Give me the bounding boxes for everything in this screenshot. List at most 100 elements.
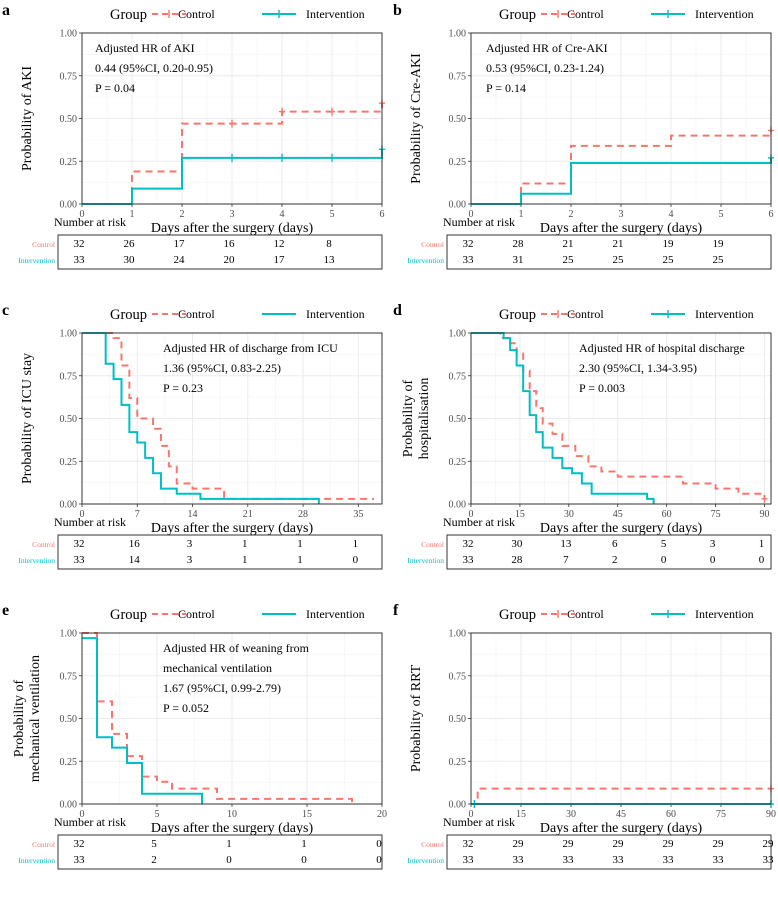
risk-value-control: 1: [759, 538, 765, 550]
x-tick-label: 3: [230, 209, 235, 220]
risk-value-control: 32: [463, 538, 474, 550]
x-tick-label: 45: [613, 509, 623, 520]
grid-b: [470, 32, 772, 205]
x-axis-label: Days after the surgery (days): [151, 821, 314, 836]
plot-border-f: [470, 632, 772, 805]
y-axis-label: Probability of AKI: [20, 66, 35, 171]
risk-row-label-intervention: Intervention: [18, 556, 55, 565]
x-axis-label: Days after the surgery (days): [540, 521, 703, 536]
legend-label-intervention: Intervention: [695, 607, 754, 621]
risk-table-title: Number at risk: [443, 515, 515, 529]
annotation-line: Adjusted HR of hospital discharge: [579, 341, 745, 355]
x-tick-label: 6: [380, 209, 385, 220]
risk-value-control: 1: [242, 538, 248, 550]
y-axis-label-f: Probability of RRT: [409, 664, 424, 772]
y-tick-label: 0.00: [60, 500, 78, 511]
risk-value-intervention: 31: [513, 254, 524, 266]
legend-title: Group: [499, 307, 536, 323]
y-tick-label: 0.25: [60, 157, 78, 168]
legend-title: Group: [499, 607, 536, 623]
legend-label-control: Control: [178, 607, 215, 621]
risk-value-intervention: 30: [124, 254, 136, 266]
risk-table-border: [57, 834, 383, 870]
y-tick-label: 1.00: [449, 629, 467, 640]
y-tick-label: 0.50: [60, 114, 78, 125]
risk-value-control: 29: [713, 838, 725, 850]
x-tick-label: 28: [298, 509, 308, 520]
legend-label-intervention: Intervention: [695, 307, 754, 321]
legend-title: Group: [110, 607, 147, 623]
risk-value-intervention: 25: [563, 254, 575, 266]
axes-d: 0.00 0.25 0.50 0.75 1.00 0 15 30 45 60 75 90 Days af…: [449, 329, 770, 537]
x-tick-label: 3: [619, 209, 624, 220]
legend-label-control: Control: [178, 307, 215, 321]
risk-value-control: 13: [560, 538, 572, 550]
axes-e: 0.00 0.25 0.50 0.75 1.00 0 5 10 15 20 Days after t…: [60, 629, 388, 837]
series-intervention-curve: [82, 637, 203, 804]
risk-value-intervention: 14: [129, 554, 141, 566]
y-axis-label: Probability of ICU stay: [20, 353, 35, 484]
legend-d: Group Control Intervention: [499, 307, 754, 323]
risk-value-control: 5: [661, 538, 667, 550]
panel-label-f: f: [393, 602, 399, 619]
risk-value-intervention: 1: [297, 554, 303, 566]
x-tick-label: 0: [469, 209, 474, 220]
risk-value-intervention: 3: [187, 554, 193, 566]
y-axis-label-e: Probability of mechanical ventilation: [12, 655, 43, 782]
risk-value-control: 21: [563, 238, 574, 250]
risk-value-control: 8: [326, 238, 332, 250]
risk-value-control: 1: [297, 538, 303, 550]
legend-label-intervention: Intervention: [306, 307, 365, 321]
y-axis-label: Probability of Cre-AKI: [409, 53, 424, 184]
x-tick-label: 4: [280, 209, 285, 220]
risk-value-control: 1: [353, 538, 359, 550]
y-tick-label: 1.00: [449, 29, 467, 40]
y-axis-label-d: Probability of hospitalisation: [401, 378, 432, 460]
x-axis-label: Days after the surgery (days): [151, 521, 314, 536]
axes-b: 0.00 0.25 0.50 0.75 1.00 0 1 2 3 4 5 6 Days after th…: [449, 29, 774, 237]
x-tick-label: 0: [469, 509, 474, 520]
annotation-line: Adjusted HR of weaning from: [163, 641, 310, 655]
risk-table-border: [446, 834, 772, 870]
y-tick-label: 1.00: [60, 29, 78, 40]
annotation-line: P = 0.23: [163, 381, 203, 395]
axes-c: 0.00 0.25 0.50 0.75 1.00 0 7 14 21 28 35 Days after…: [60, 329, 364, 537]
y-axis-label-b: Probability of Cre-AKI: [409, 53, 424, 184]
panel-label-c: c: [2, 302, 10, 319]
risk-value-control: 6: [612, 538, 618, 550]
panel-f: f Group Control Intervention 0.00 0.25 0.50 0.…: [389, 600, 778, 900]
y-tick-label: 0.00: [60, 800, 78, 811]
risk-value-intervention: 1: [242, 554, 248, 566]
risk-table-border: [57, 534, 383, 570]
y-axis-label: Probability of RRT: [409, 664, 424, 772]
risk-value-intervention: 25: [613, 254, 625, 266]
x-tick-label: 0: [469, 809, 474, 820]
risk-value-control: 19: [713, 238, 725, 250]
x-axis-label: Days after the surgery (days): [540, 821, 703, 836]
legend-label-intervention: Intervention: [695, 7, 754, 21]
legend-c: Group Control Intervention: [110, 307, 365, 323]
y-axis-label-c: Probability of ICU stay: [20, 353, 35, 484]
y-tick-label: 0.75: [449, 371, 467, 382]
panel-label-d: d: [393, 302, 402, 319]
y-tick-label: 1.00: [60, 329, 78, 340]
y-axis-label-line2: hospitalisation: [417, 378, 432, 460]
risk-value-intervention: 20: [224, 254, 236, 266]
risk-value-control: 32: [463, 838, 474, 850]
risk-value-control: 32: [74, 538, 85, 550]
risk-value-intervention: 33: [563, 854, 575, 866]
y-tick-label: 0.75: [60, 71, 78, 82]
x-tick-label: 75: [711, 509, 721, 520]
risk-value-intervention: 33: [463, 854, 475, 866]
risk-value-intervention: 33: [763, 854, 775, 866]
series-control-curve: [82, 632, 353, 804]
legend-label-control: Control: [567, 607, 604, 621]
y-tick-label: 0.00: [449, 500, 467, 511]
x-tick-label: 0: [80, 209, 85, 220]
x-tick-label: 0: [80, 809, 85, 820]
chart-b: Group Control Intervention 0.00 0.25 0.50 0.75…: [407, 7, 774, 270]
annotation-line: Adjusted HR of AKI: [95, 41, 195, 55]
panel-c: c Group Control Intervention 0.00 0.25 0.50 0.…: [0, 300, 389, 600]
risk-value-control: 12: [274, 238, 285, 250]
plot-border-b: [470, 32, 772, 205]
